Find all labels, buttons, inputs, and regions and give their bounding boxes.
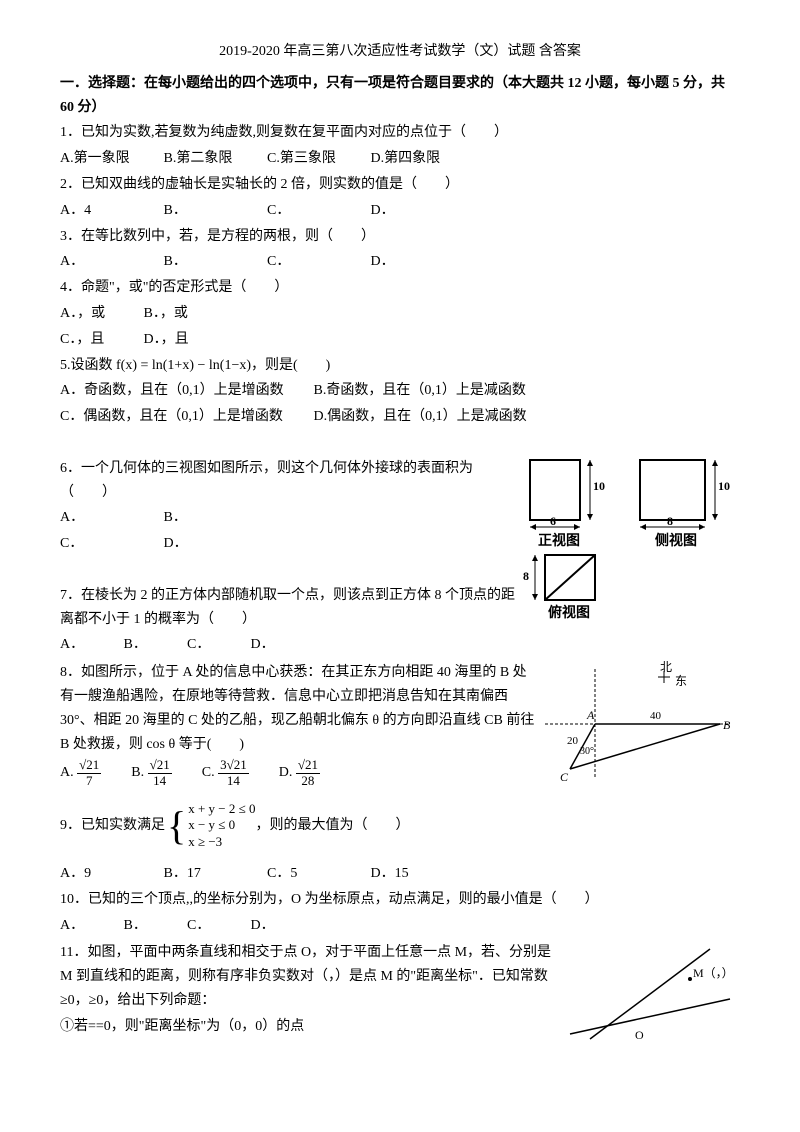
q7-opt-b: B．	[124, 633, 184, 657]
question-9: 9．已知实数满足 { x + y − 2 ≤ 0 x − y ≤ 0 x ≥ −…	[60, 792, 740, 860]
question-2-options: A．4 B． C． D．	[60, 199, 740, 223]
svg-text:A: A	[586, 708, 595, 722]
q10-opt-a: A．	[60, 914, 120, 938]
question-1-options: A.第一象限 B.第二象限 C.第三象限 D.第四象限	[60, 147, 740, 171]
q1-opt-a: A.第一象限	[60, 147, 160, 171]
q10-opt-d: D．	[251, 914, 311, 938]
q5-opt-c: C．偶函数，且在（0,1）上是增函数	[60, 405, 310, 429]
q1-opt-b: B.第二象限	[164, 147, 264, 171]
q10-opt-b: B．	[124, 914, 184, 938]
q8-opt-d: D. √2128	[279, 758, 320, 788]
question-8: 8．如图所示，位于 A 处的信息中心获悉：在其正东方向相距 40 海里的 B 处…	[60, 661, 540, 756]
q3-opt-b: B．	[164, 250, 264, 274]
question-5: 5.设函数 f(x) = ln(1+x) − ln(1−x)，则是( )	[60, 354, 740, 378]
question-4-options-2: C．，且 D．，且	[60, 328, 740, 352]
bearing-figure: 北 东 A B C 40 20 30°	[540, 659, 740, 789]
question-6: 6．一个几何体的三视图如图所示，则这个几何体外接球的表面积为（ ）	[60, 457, 520, 505]
q5-opt-a: A．奇函数，且在（0,1）上是增函数	[60, 379, 310, 403]
q3-opt-d: D．	[371, 250, 471, 274]
svg-text:O: O	[635, 1028, 644, 1042]
question-5-options-1: A．奇函数，且在（0,1）上是增函数 B.奇函数，且在（0,1）上是减函数	[60, 379, 740, 403]
question-9-options: A．9 B．17 C．5 D．15	[60, 862, 740, 886]
svg-text:M（，）: M（，）	[693, 966, 734, 980]
q9-opt-d: D．15	[371, 862, 471, 886]
q8-opt-c: C. 3√2114	[202, 758, 249, 788]
q4-opt-d: D．，且	[144, 332, 189, 347]
q8-opt-a: A. √217	[60, 758, 101, 788]
q6-opt-b: B．	[164, 506, 264, 530]
q4-opt-a: A．，或	[60, 302, 140, 326]
q7-opt-c: C．	[187, 633, 247, 657]
svg-text:10: 10	[718, 479, 730, 493]
question-7-options: A． B． C． D．	[60, 633, 520, 657]
question-11-item-1: ①若==0，则"距离坐标"为（0，0）的点	[60, 1015, 560, 1039]
q3-opt-c: C．	[267, 250, 367, 274]
q9-opt-b: B．17	[164, 862, 264, 886]
question-5-options-2: C．偶函数，且在（0,1）上是增函数 D.偶函数，且在（0,1）上是减函数	[60, 405, 740, 429]
q1-opt-c: C.第三象限	[267, 147, 367, 171]
svg-text:10: 10	[593, 479, 605, 493]
q9-constraint-3: x ≥ −3	[188, 834, 255, 851]
question-7: 7．在棱长为 2 的正方体内部随机取一个点，则该点到正方体 8 个顶点的距离都不…	[60, 584, 520, 632]
question-10-options: A． B． C． D．	[60, 914, 740, 938]
q7-opt-d: D．	[251, 633, 311, 657]
exam-title: 2019-2020 年高三第八次适应性考试数学（文）试题 含答案	[60, 40, 740, 64]
svg-text:40: 40	[650, 710, 662, 722]
q9-pre: 9．已知实数满足	[60, 814, 165, 838]
svg-text:20: 20	[567, 735, 579, 747]
q5-opt-d: D.偶函数，且在（0,1）上是减函数	[314, 405, 564, 429]
q6-opt-d: D．	[164, 532, 264, 556]
svg-text:侧视图: 侧视图	[655, 532, 697, 549]
question-3-options: A． B． C． D．	[60, 250, 740, 274]
q9-opt-c: C．5	[267, 862, 367, 886]
svg-text:6: 6	[550, 514, 556, 528]
q9-opt-a: A．9	[60, 862, 160, 886]
q2-opt-b: B．	[164, 199, 264, 223]
three-view-figure: 10 6 正视图 10 8 侧视图 8 俯视图	[520, 455, 740, 625]
q4-opt-b: B．，或	[144, 306, 188, 321]
distance-coord-figure: M（，） O	[560, 939, 740, 1049]
q6-opt-c: C．	[60, 532, 160, 556]
q9-constraint-1: x + y − 2 ≤ 0	[188, 801, 255, 818]
svg-text:北: 北	[660, 660, 672, 674]
brace-icon: {	[167, 792, 186, 860]
q10-opt-c: C．	[187, 914, 247, 938]
question-3: 3．在等比数列中，若，是方程的两根，则（ ）	[60, 225, 740, 249]
svg-text:正视图: 正视图	[538, 532, 580, 549]
q9-post: ，则的最大值为（ ）	[256, 814, 410, 838]
question-6-options-1: A． B．	[60, 506, 520, 530]
q3-opt-a: A．	[60, 250, 160, 274]
svg-text:8: 8	[667, 514, 673, 528]
svg-text:8: 8	[523, 569, 529, 583]
question-8-options: A. √217 B. √2114 C. 3√2114 D. √2128	[60, 758, 540, 788]
svg-text:俯视图: 俯视图	[548, 604, 590, 621]
q1-opt-d: D.第四象限	[371, 147, 471, 171]
question-2: 2．已知双曲线的虚轴长是实轴长的 2 倍，则实数的值是（ ）	[60, 173, 740, 197]
svg-text:B: B	[723, 718, 731, 732]
question-6-options-2: C． D．	[60, 532, 520, 556]
q6-opt-a: A．	[60, 506, 160, 530]
q2-opt-d: D．	[371, 199, 471, 223]
svg-text:30°: 30°	[580, 746, 594, 757]
question-4: 4．命题"，或"的否定形式是（ ）	[60, 276, 740, 300]
question-10: 10．已知的三个顶点,,的坐标分别为，O 为坐标原点，动点满足，则的最小值是（ …	[60, 888, 740, 912]
section-1-heading: 一．选择题：在每小题给出的四个选项中，只有一项是符合题目要求的（本大题共 12 …	[60, 72, 740, 120]
question-4-options-1: A．，或 B．，或	[60, 302, 740, 326]
q8-opt-b: B. √2114	[131, 758, 171, 788]
q2-opt-c: C．	[267, 199, 367, 223]
question-11: 11．如图，平面中两条直线和相交于点 O，对于平面上任意一点 M，若、分别是 M…	[60, 941, 560, 1012]
q5-opt-b: B.奇函数，且在（0,1）上是减函数	[314, 379, 564, 403]
q7-opt-a: A．	[60, 633, 120, 657]
question-1: 1．已知为实数,若复数为纯虚数,则复数在复平面内对应的点位于（ ）	[60, 121, 740, 145]
q4-opt-c: C．，且	[60, 328, 140, 352]
q2-opt-a: A．4	[60, 199, 160, 223]
svg-text:C: C	[560, 770, 569, 784]
q9-constraint-2: x − y ≤ 0	[188, 817, 255, 834]
svg-text:东: 东	[675, 674, 687, 688]
